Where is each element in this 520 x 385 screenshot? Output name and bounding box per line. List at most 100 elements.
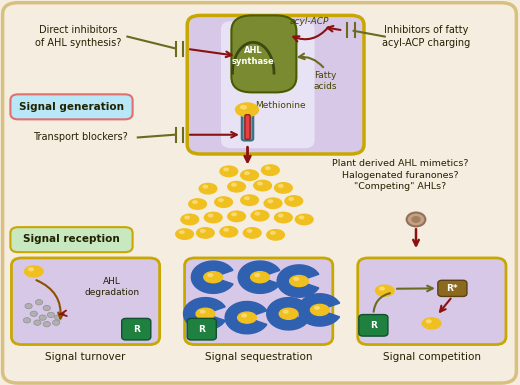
Ellipse shape — [220, 166, 238, 177]
Ellipse shape — [185, 216, 189, 219]
Text: R: R — [370, 321, 377, 330]
FancyBboxPatch shape — [358, 258, 506, 345]
Wedge shape — [267, 298, 308, 330]
Ellipse shape — [262, 165, 279, 176]
Ellipse shape — [375, 285, 394, 296]
Wedge shape — [184, 298, 225, 330]
Circle shape — [55, 315, 62, 320]
Circle shape — [407, 213, 425, 226]
Ellipse shape — [285, 196, 303, 206]
Ellipse shape — [279, 185, 283, 187]
FancyBboxPatch shape — [11, 258, 160, 345]
Ellipse shape — [224, 168, 228, 171]
Ellipse shape — [264, 198, 282, 209]
Ellipse shape — [236, 103, 258, 117]
Text: Methionine: Methionine — [255, 101, 306, 110]
Ellipse shape — [380, 287, 384, 290]
Ellipse shape — [232, 184, 236, 186]
Ellipse shape — [201, 229, 205, 232]
Ellipse shape — [241, 195, 258, 206]
Ellipse shape — [193, 201, 197, 203]
Ellipse shape — [208, 274, 213, 276]
Text: acyl-ACP: acyl-ACP — [290, 17, 329, 26]
Text: AHL
degradation: AHL degradation — [84, 277, 139, 297]
Circle shape — [34, 320, 41, 325]
FancyBboxPatch shape — [187, 318, 216, 340]
Wedge shape — [298, 294, 340, 326]
Text: Signal competition: Signal competition — [383, 352, 480, 362]
Ellipse shape — [220, 226, 238, 237]
Text: Signal generation: Signal generation — [19, 102, 124, 112]
Wedge shape — [191, 261, 233, 293]
Ellipse shape — [267, 229, 284, 240]
Ellipse shape — [204, 212, 222, 223]
Ellipse shape — [199, 183, 217, 194]
Text: AHL
synthase: AHL synthase — [232, 46, 275, 66]
FancyBboxPatch shape — [185, 258, 333, 345]
Text: Signal sequestration: Signal sequestration — [205, 352, 312, 362]
FancyBboxPatch shape — [231, 15, 296, 92]
Ellipse shape — [290, 276, 308, 286]
Wedge shape — [225, 301, 267, 334]
Circle shape — [30, 311, 37, 316]
Ellipse shape — [279, 308, 298, 319]
FancyBboxPatch shape — [10, 94, 133, 119]
Ellipse shape — [315, 306, 319, 309]
Circle shape — [43, 305, 50, 311]
Ellipse shape — [251, 210, 269, 221]
Ellipse shape — [310, 305, 329, 315]
Circle shape — [35, 300, 43, 305]
Wedge shape — [277, 265, 319, 297]
Circle shape — [43, 321, 50, 327]
Text: Direct inhibitors
of AHL synthesis?: Direct inhibitors of AHL synthesis? — [35, 25, 121, 48]
Text: R: R — [198, 325, 205, 334]
Ellipse shape — [248, 229, 252, 232]
Ellipse shape — [203, 186, 207, 188]
Ellipse shape — [258, 182, 262, 185]
Ellipse shape — [241, 105, 246, 109]
Ellipse shape — [422, 318, 441, 329]
FancyBboxPatch shape — [245, 115, 250, 139]
Circle shape — [53, 320, 60, 325]
Ellipse shape — [266, 167, 270, 169]
FancyBboxPatch shape — [122, 318, 151, 340]
Circle shape — [25, 303, 32, 309]
Text: R: R — [133, 325, 140, 334]
Text: R*: R* — [447, 284, 458, 293]
Ellipse shape — [289, 198, 293, 200]
Ellipse shape — [200, 310, 205, 313]
Ellipse shape — [180, 231, 184, 233]
Text: Inhibitors of fatty
acyl-ACP charging: Inhibitors of fatty acyl-ACP charging — [382, 25, 471, 48]
Circle shape — [23, 318, 31, 323]
Circle shape — [411, 216, 421, 223]
Ellipse shape — [279, 214, 283, 217]
Ellipse shape — [215, 197, 232, 208]
Ellipse shape — [181, 214, 199, 225]
Ellipse shape — [219, 199, 223, 201]
FancyBboxPatch shape — [359, 315, 388, 336]
Ellipse shape — [275, 182, 292, 193]
Ellipse shape — [209, 214, 213, 217]
Ellipse shape — [275, 212, 292, 223]
Ellipse shape — [255, 274, 259, 276]
Ellipse shape — [29, 268, 33, 271]
Ellipse shape — [268, 200, 272, 203]
Ellipse shape — [254, 180, 271, 191]
Ellipse shape — [426, 320, 431, 323]
Ellipse shape — [176, 229, 193, 239]
Ellipse shape — [238, 312, 256, 323]
Text: Signal turnover: Signal turnover — [45, 352, 125, 362]
Text: Transport blockers?: Transport blockers? — [33, 132, 128, 142]
Circle shape — [39, 315, 46, 320]
FancyBboxPatch shape — [3, 3, 516, 383]
Ellipse shape — [197, 228, 214, 238]
Ellipse shape — [196, 308, 215, 319]
Circle shape — [47, 312, 55, 318]
Ellipse shape — [300, 216, 304, 219]
Text: Fatty
acids: Fatty acids — [313, 71, 337, 90]
Ellipse shape — [228, 181, 245, 192]
Ellipse shape — [232, 213, 236, 216]
Ellipse shape — [294, 278, 298, 280]
Ellipse shape — [251, 272, 269, 283]
Ellipse shape — [224, 229, 228, 231]
